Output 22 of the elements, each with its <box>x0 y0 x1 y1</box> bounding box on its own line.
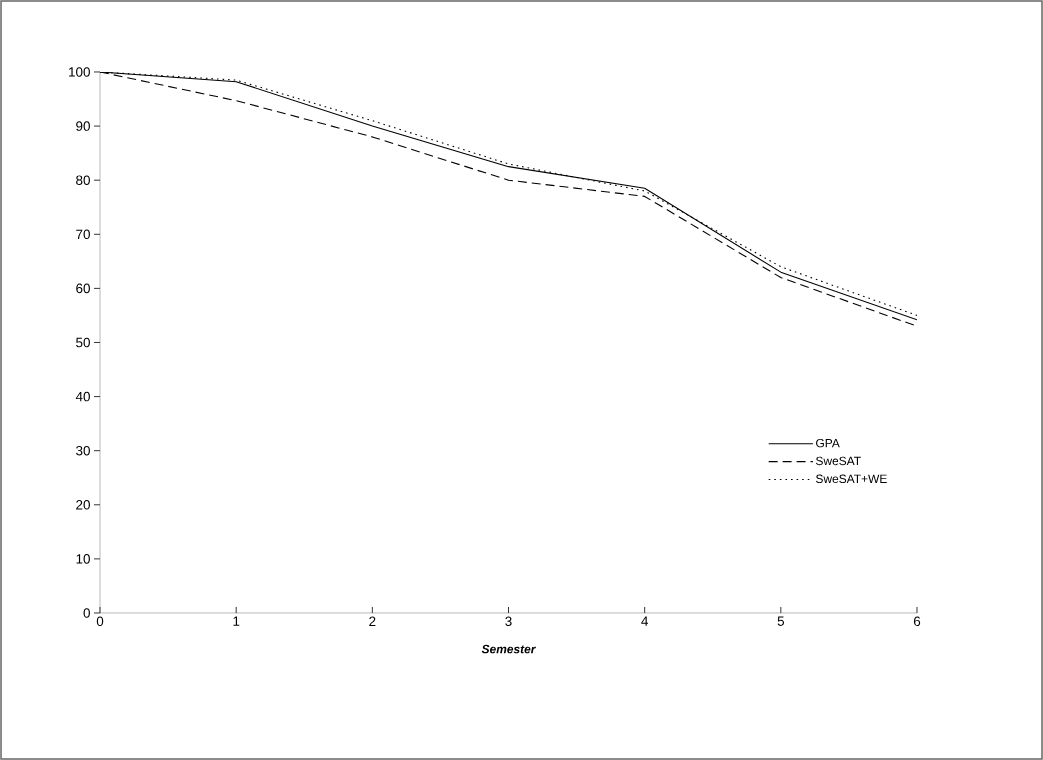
legend-label: SweSAT+WE <box>816 474 887 483</box>
y-tick-label: 80 <box>76 175 90 185</box>
x-axis-title: Semester <box>481 644 536 654</box>
legend-label: GPA <box>816 438 840 448</box>
y-tick-label: 60 <box>76 283 90 294</box>
x-tick-label: 1 <box>233 616 240 626</box>
y-tick-label: 70 <box>76 229 90 240</box>
y-tick-label: 100 <box>69 67 90 77</box>
x-tick-label: 3 <box>505 616 512 627</box>
x-tick-label: 5 <box>777 616 785 626</box>
y-tick-label: 30 <box>76 445 90 456</box>
x-tick-label: 4 <box>641 616 649 626</box>
x-tick-label: 0 <box>96 616 104 627</box>
x-tick-label: 6 <box>913 616 921 627</box>
y-tick-label: 50 <box>76 337 90 348</box>
x-tick-label: 2 <box>369 616 376 626</box>
y-tick-label: 90 <box>76 121 90 131</box>
y-tick-label: 10 <box>76 554 90 564</box>
legend-label: SweSAT <box>816 456 861 466</box>
y-tick-label: 40 <box>75 391 90 402</box>
y-tick-label: 0 <box>83 608 90 618</box>
y-tick-label: 20 <box>76 500 90 510</box>
